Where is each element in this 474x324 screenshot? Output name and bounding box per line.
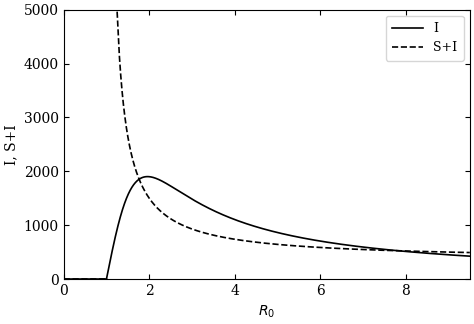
S+I xyxy=(286,243,292,247)
S+I xyxy=(185,226,191,229)
S+I xyxy=(467,250,473,254)
I xyxy=(104,277,109,281)
I xyxy=(467,254,473,258)
S+I xyxy=(301,245,306,249)
S+I xyxy=(104,2,109,6)
X-axis label: $R_0$: $R_0$ xyxy=(258,304,275,320)
I xyxy=(301,236,306,240)
I xyxy=(122,201,128,204)
Line: S+I: S+I xyxy=(107,4,470,252)
Line: I: I xyxy=(107,177,470,279)
I xyxy=(310,238,315,242)
I xyxy=(286,233,292,237)
S+I xyxy=(310,245,315,249)
S+I xyxy=(138,181,144,185)
Legend: I, S+I: I, S+I xyxy=(386,16,464,61)
S+I xyxy=(122,115,128,119)
I xyxy=(185,195,191,199)
I xyxy=(145,175,150,179)
Y-axis label: I, S+I: I, S+I xyxy=(4,124,18,165)
I xyxy=(138,176,144,180)
